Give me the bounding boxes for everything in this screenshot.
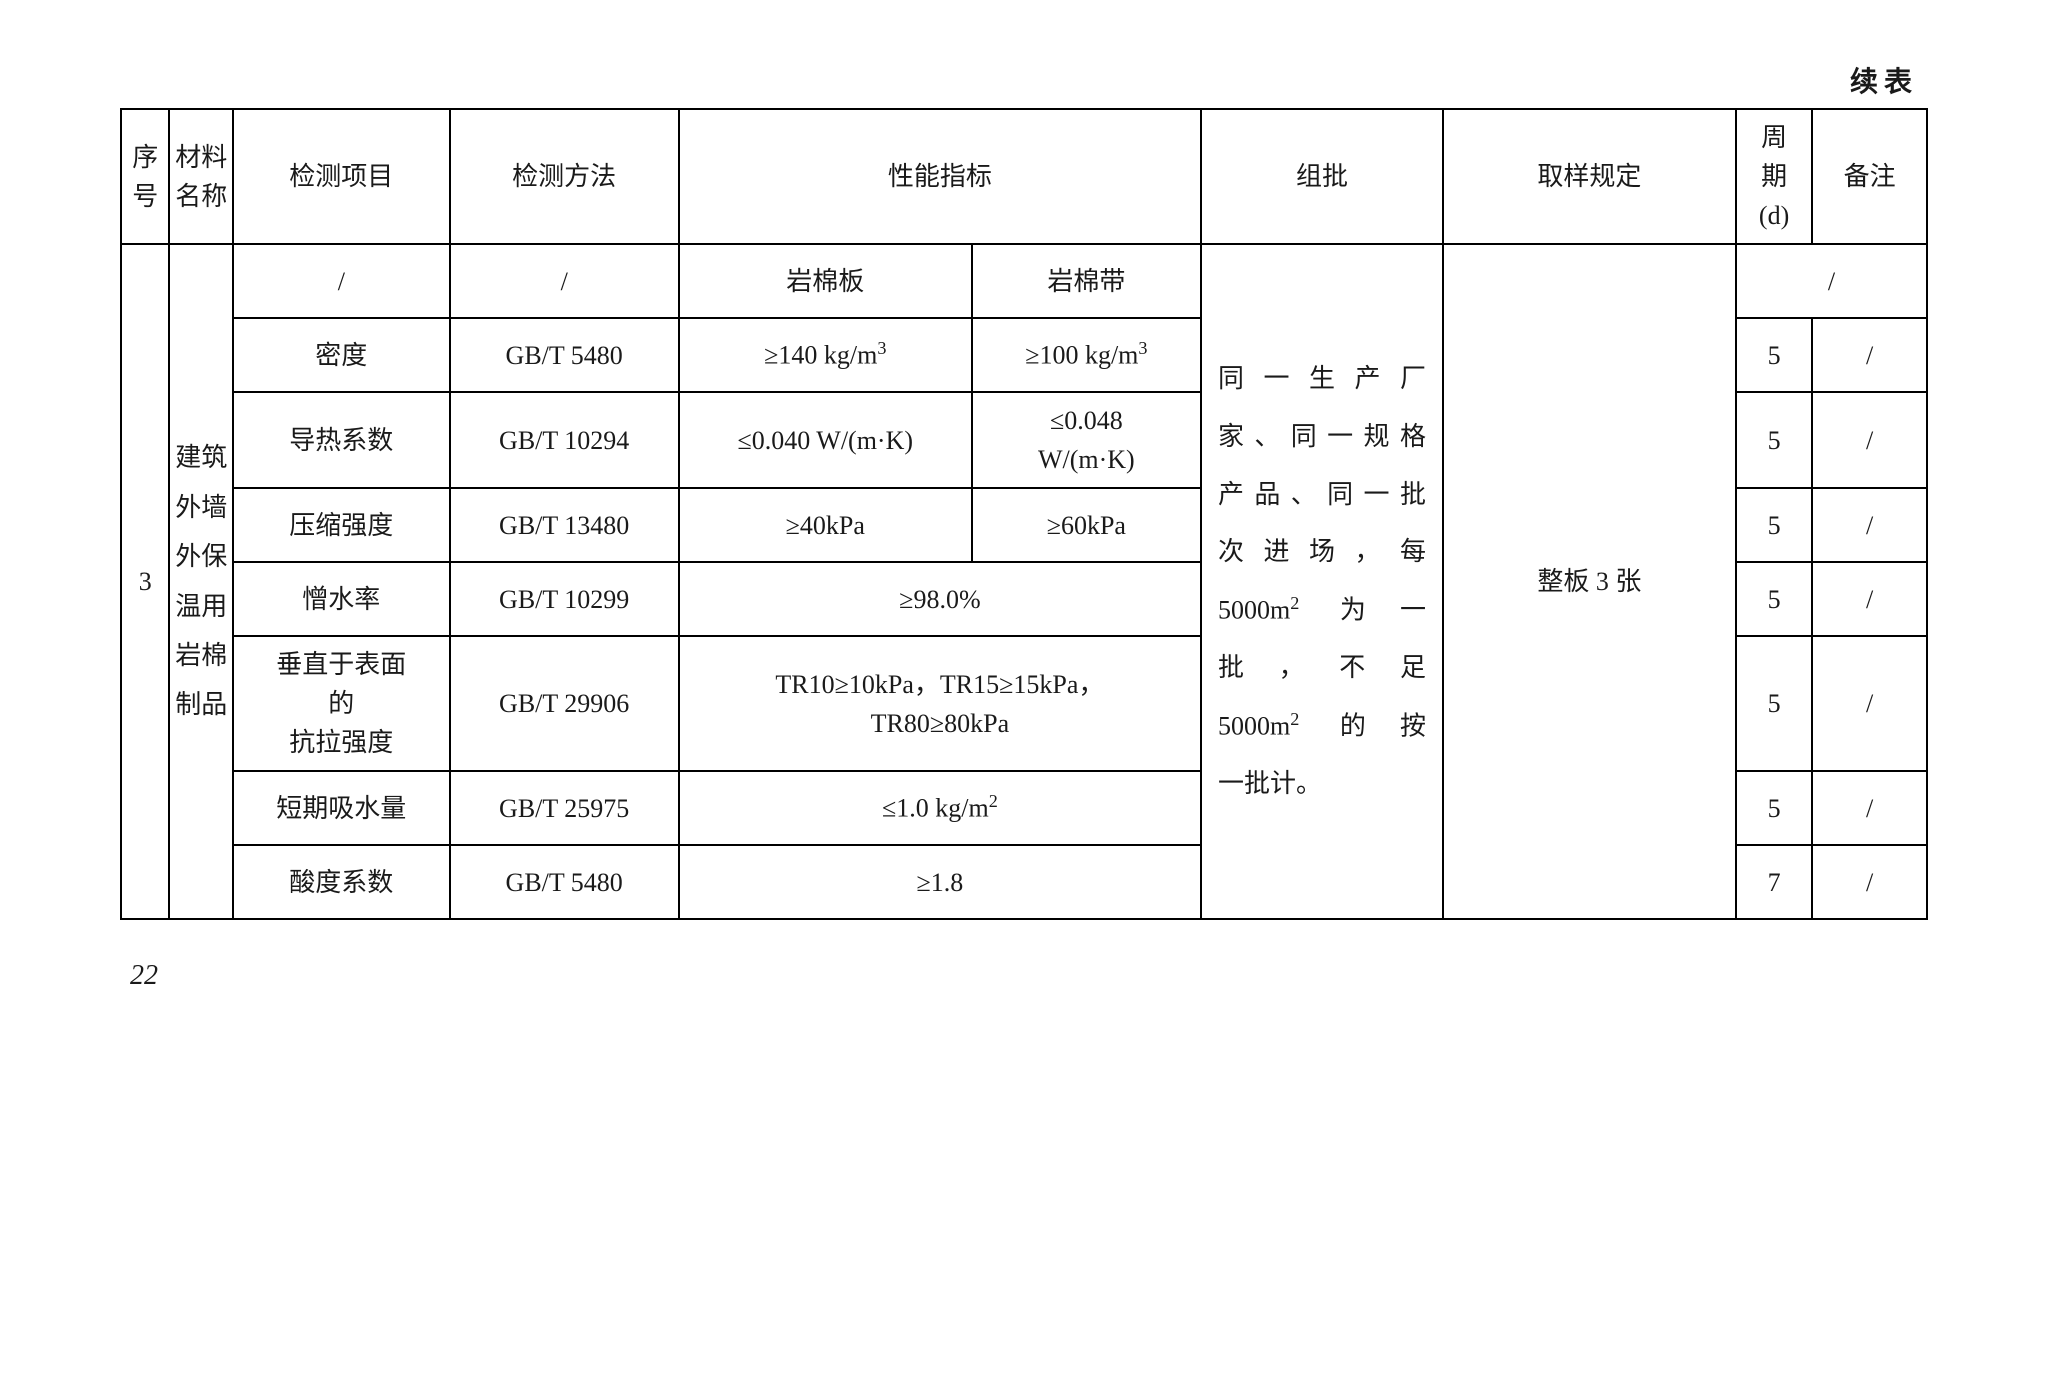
cell-cycle: 7 (1736, 845, 1812, 919)
cell-perf-b: ≥60kPa (972, 488, 1201, 562)
cell-note: / (1812, 318, 1927, 392)
cell-perf: TR10≥10kPa，TR15≥15kPa，TR80≥80kPa (679, 636, 1201, 771)
table-head: 序号 材料名称 检测项目 检测方法 性能指标 组批 取样规定 周期(d) 备注 (121, 109, 1927, 244)
cell-perf-a: 岩棉板 (679, 244, 972, 318)
cell-method: GB/T 5480 (450, 318, 679, 392)
cell-perf-a: ≥40kPa (679, 488, 972, 562)
cell-perf: ≤1.0 kg/m2 (679, 771, 1201, 845)
header-item: 检测项目 (233, 109, 450, 244)
cell-perf: ≥1.8 (679, 845, 1201, 919)
cell-cycle-note: / (1736, 244, 1927, 318)
spec-table: 序号 材料名称 检测项目 检测方法 性能指标 组批 取样规定 周期(d) 备注 … (120, 108, 1928, 920)
cell-item: 酸度系数 (233, 845, 450, 919)
cell-method: GB/T 29906 (450, 636, 679, 771)
header-batch: 组批 (1201, 109, 1443, 244)
cell-perf: ≥98.0% (679, 562, 1201, 636)
cell-note: / (1812, 392, 1927, 488)
header-method: 检测方法 (450, 109, 679, 244)
cell-cycle: 5 (1736, 562, 1812, 636)
cell-cycle: 5 (1736, 392, 1812, 488)
header-seq: 序号 (121, 109, 169, 244)
cell-item: 导热系数 (233, 392, 450, 488)
cell-item: 垂直于表面的抗拉强度 (233, 636, 450, 771)
cell-item: 压缩强度 (233, 488, 450, 562)
cell-method: GB/T 5480 (450, 845, 679, 919)
cell-item: 短期吸水量 (233, 771, 450, 845)
table-row: 3 建筑外墙外保温用岩棉制品 / / 岩棉板 岩棉带 同一生产厂 家、同一规格 … (121, 244, 1927, 318)
cell-note: / (1812, 845, 1927, 919)
cell-cycle: 5 (1736, 488, 1812, 562)
header-note: 备注 (1812, 109, 1927, 244)
header-perf: 性能指标 (679, 109, 1201, 244)
cell-note: / (1812, 562, 1927, 636)
cell-cycle: 5 (1736, 636, 1812, 771)
cell-item: 憎水率 (233, 562, 450, 636)
cell-cycle: 5 (1736, 771, 1812, 845)
cell-method: GB/T 25975 (450, 771, 679, 845)
page-number: 22 (130, 960, 1928, 992)
cell-material: 建筑外墙外保温用岩棉制品 (169, 244, 233, 919)
cell-perf-b: ≥100 kg/m3 (972, 318, 1201, 392)
cell-perf-b: 岩棉带 (972, 244, 1201, 318)
cell-batch: 同一生产厂 家、同一规格 产品、同一批 次进场，每 5000m2 为一 批，不足… (1201, 244, 1443, 919)
cell-item: / (233, 244, 450, 318)
header-cycle: 周期(d) (1736, 109, 1812, 244)
cell-note: / (1812, 636, 1927, 771)
cell-seqno: 3 (121, 244, 169, 919)
cell-method: GB/T 10299 (450, 562, 679, 636)
cell-method: GB/T 13480 (450, 488, 679, 562)
header-sampling: 取样规定 (1443, 109, 1736, 244)
cell-cycle: 5 (1736, 318, 1812, 392)
cell-method: GB/T 10294 (450, 392, 679, 488)
cell-sampling: 整板 3 张 (1443, 244, 1736, 919)
header-material: 材料名称 (169, 109, 233, 244)
cell-note: / (1812, 488, 1927, 562)
cell-perf-b: ≤0.048W/(m·K) (972, 392, 1201, 488)
table-caption: 续表 (120, 60, 1928, 100)
cell-note: / (1812, 771, 1927, 845)
cell-item: 密度 (233, 318, 450, 392)
cell-perf-a: ≥140 kg/m3 (679, 318, 972, 392)
cell-perf-a: ≤0.040 W/(m·K) (679, 392, 972, 488)
cell-method: / (450, 244, 679, 318)
